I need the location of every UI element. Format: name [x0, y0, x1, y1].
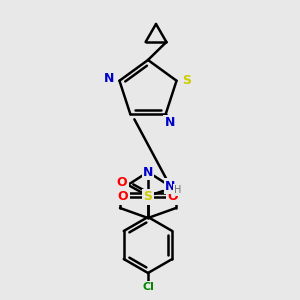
- Text: H: H: [174, 185, 182, 195]
- Text: Cl: Cl: [142, 282, 154, 292]
- Text: S: S: [143, 190, 152, 203]
- Text: S: S: [182, 74, 191, 87]
- Text: O: O: [168, 190, 178, 203]
- Text: N: N: [165, 179, 175, 193]
- Text: O: O: [117, 176, 127, 188]
- Text: N: N: [143, 166, 153, 178]
- Text: O: O: [118, 190, 128, 203]
- Text: N: N: [164, 116, 175, 129]
- Text: N: N: [104, 72, 115, 85]
